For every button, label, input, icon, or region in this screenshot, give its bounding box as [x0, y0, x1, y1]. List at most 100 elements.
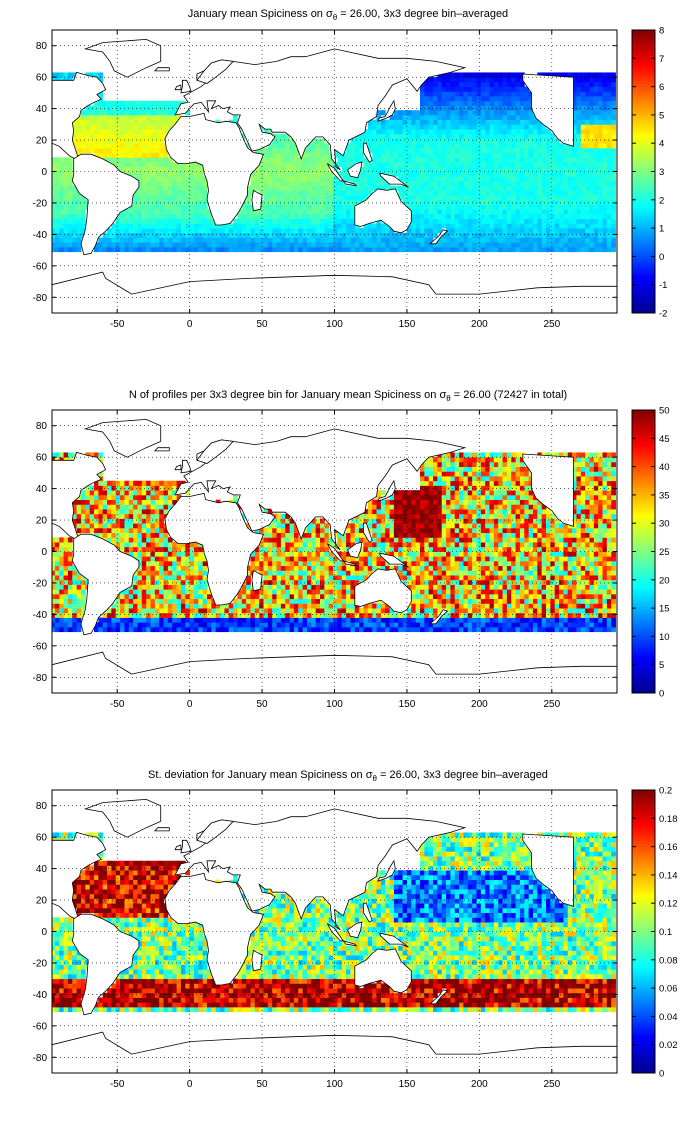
data-bin	[241, 232, 247, 238]
data-bin	[328, 537, 334, 543]
data-bin	[324, 584, 330, 590]
data-bin	[193, 190, 199, 196]
data-bin	[328, 593, 334, 600]
data-bin	[124, 110, 130, 116]
data-bin	[180, 617, 186, 623]
data-bin	[437, 91, 443, 97]
data-bin	[115, 119, 121, 125]
data-bin	[463, 242, 469, 248]
data-bin	[67, 556, 73, 562]
data-bin	[559, 147, 564, 154]
data-bin	[311, 518, 317, 524]
data-bin	[63, 228, 69, 234]
data-bin	[515, 232, 521, 238]
data-bin	[489, 171, 495, 177]
data-bin	[428, 152, 434, 158]
data-bin	[593, 157, 599, 163]
data-bin	[554, 209, 560, 215]
data-bin	[59, 166, 64, 172]
data-bin	[167, 537, 173, 543]
data-bin	[363, 560, 369, 567]
data-bin	[524, 190, 530, 196]
data-bin	[354, 518, 360, 524]
data-bin	[189, 185, 195, 191]
data-bin	[172, 100, 177, 106]
data-bin	[541, 223, 547, 229]
data-bin	[376, 612, 382, 618]
data-bin	[54, 556, 60, 562]
data-bin	[189, 228, 195, 234]
data-bin	[293, 213, 299, 220]
data-bin	[359, 560, 364, 567]
data-bin	[559, 199, 564, 205]
data-bin	[285, 143, 290, 149]
data-bin	[320, 242, 325, 248]
data-bin	[380, 166, 386, 172]
data-bin	[285, 166, 290, 172]
data-bin	[454, 228, 460, 234]
data-bin	[141, 119, 147, 125]
data-bin	[506, 72, 512, 78]
data-bin	[376, 537, 382, 543]
data-bin	[215, 499, 221, 505]
data-bin	[437, 218, 443, 224]
data-bin	[237, 218, 243, 224]
data-bin	[446, 77, 451, 83]
data-bin	[459, 114, 464, 121]
data-bin	[506, 195, 512, 201]
data-bin	[163, 114, 169, 121]
data-bin	[120, 509, 125, 515]
data-bin	[385, 124, 390, 130]
data-bin	[150, 523, 156, 529]
data-bin	[133, 532, 138, 538]
data-bin	[341, 579, 347, 585]
data-bin	[593, 176, 599, 182]
data-bin	[272, 527, 277, 534]
data-bin	[585, 119, 590, 125]
data-bin	[559, 171, 564, 177]
data-bin	[572, 124, 577, 130]
data-bin	[154, 575, 160, 581]
data-bin	[389, 152, 395, 158]
data-bin	[141, 480, 147, 486]
data-bin	[493, 72, 499, 78]
data-bin	[472, 152, 477, 158]
data-bin	[224, 626, 230, 633]
data-bin	[589, 204, 595, 210]
data-bin	[207, 209, 212, 215]
data-bin	[128, 608, 134, 614]
data-bin	[202, 598, 208, 604]
data-bin	[515, 237, 521, 243]
data-bin	[528, 133, 534, 139]
data-bin	[246, 626, 251, 633]
data-bin	[459, 91, 464, 97]
data-bin	[193, 560, 199, 567]
data-bin	[115, 232, 121, 238]
data-bin	[485, 218, 490, 224]
data-bin	[472, 138, 477, 144]
data-bin	[541, 180, 547, 187]
data-bin	[489, 133, 495, 139]
data-bin	[280, 551, 286, 557]
data-bin	[146, 119, 151, 125]
data-bin	[263, 228, 269, 234]
data-bin	[146, 617, 151, 623]
data-bin	[141, 157, 147, 163]
data-bin	[67, 626, 73, 633]
data-bin	[485, 242, 490, 248]
data-bin	[107, 138, 112, 144]
data-bin	[254, 565, 260, 571]
data-bin	[146, 129, 151, 135]
data-bin	[576, 228, 582, 234]
data-bin	[454, 114, 460, 121]
data-bin	[267, 162, 273, 168]
data-bin	[289, 612, 295, 618]
data-bin	[602, 72, 608, 78]
data-bin	[376, 218, 382, 224]
data-bin	[185, 560, 191, 567]
data-bin	[285, 232, 290, 238]
data-bin	[372, 152, 377, 158]
data-bin	[602, 171, 608, 177]
data-bin	[328, 556, 334, 562]
data-bin	[580, 171, 586, 177]
